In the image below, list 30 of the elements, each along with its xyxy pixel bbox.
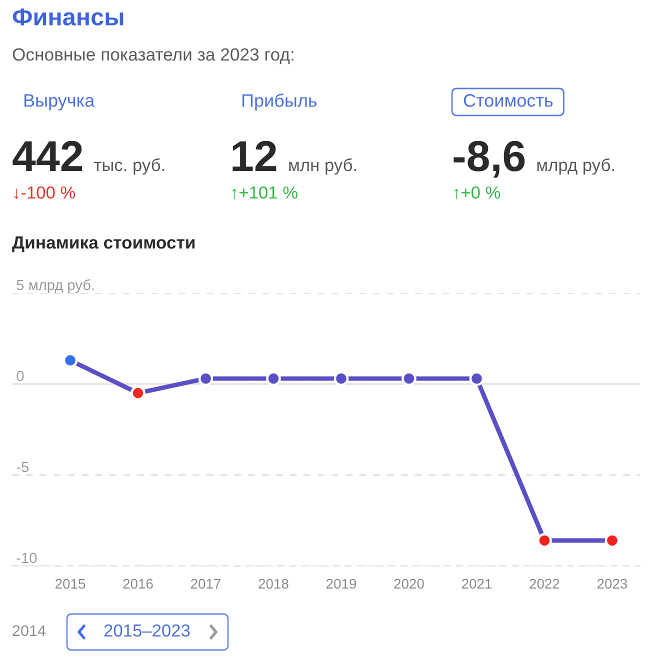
x-tick-label: 2020 [394,578,424,589]
x-tick-label: 2017 [191,578,221,589]
x-tick-label: 2023 [597,578,628,589]
x-tick-label: 2016 [123,578,153,589]
text: -8,6 [454,140,525,178]
text: ↑+0 % [454,186,500,200]
text: Стоимость [464,94,553,107]
text: ↑+101 % [232,186,298,200]
text: Прибыль [242,94,317,110]
x-tick-label: 2021 [462,578,492,589]
text: млн руб. [289,158,356,175]
y-tick-label: 5 млрд руб. [16,279,94,293]
y-tick-label: -10 [16,552,37,564]
text: 12 [232,140,276,171]
x-tick-label: 2019 [326,578,356,589]
x-tick-label: 2015 [56,578,86,589]
text: ↓-100 % [14,186,76,200]
x-tick-label: 2022 [530,578,560,589]
text: Основные показатели за 2023 год: [12,48,294,64]
text: 2015–2023 [104,624,190,637]
chart-title: Динамика стоимости [12,236,195,252]
text: Финансы [12,8,124,26]
y-tick-label: 0 [16,370,24,382]
text: тыс. руб. [94,158,164,175]
text: 2014 [12,625,46,636]
text: 442 [12,140,82,171]
text: млрд руб. [537,158,614,175]
text: Выручка [24,94,95,110]
x-tick-label: 2018 [258,578,288,589]
y-tick-label: -5 [16,462,29,472]
